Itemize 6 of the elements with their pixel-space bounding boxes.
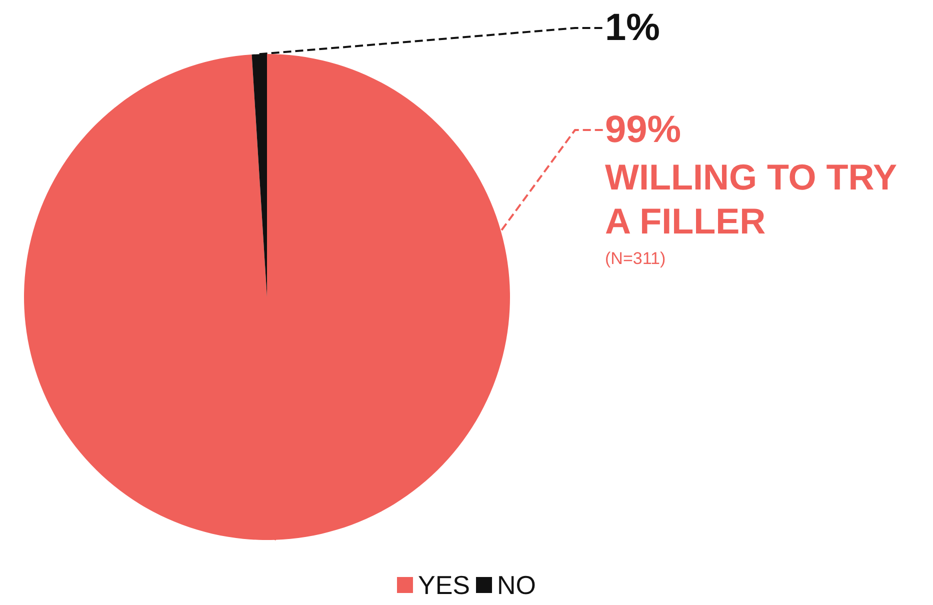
text: WILLING TO TRY A FILLER: [605, 156, 906, 242]
legend-label: YES: [418, 570, 470, 600]
data-label: 99%: [605, 109, 682, 151]
text: (N=311): [605, 249, 666, 268]
data-label: 1%: [605, 7, 660, 49]
legend-label: NO: [497, 570, 536, 600]
